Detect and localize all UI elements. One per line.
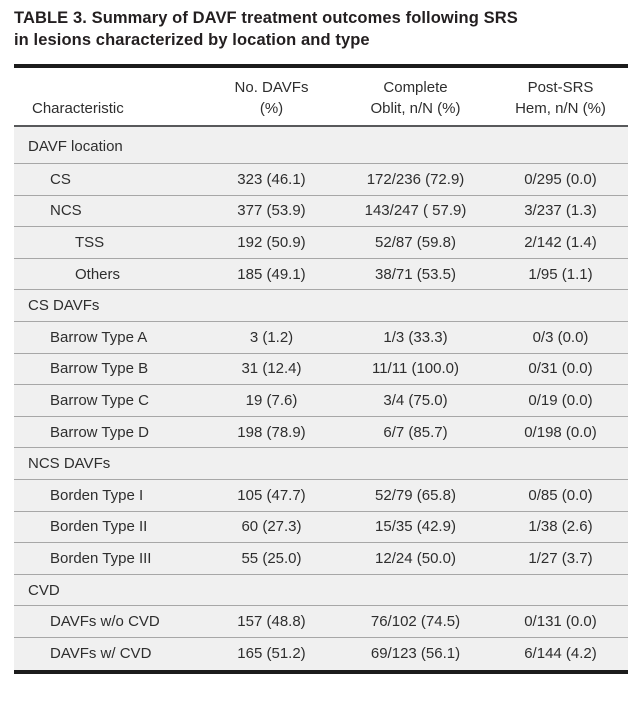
row-label: NCS [50, 202, 82, 220]
post-srs-hem-cell: 1/95 (1.1) [528, 265, 593, 283]
no-davfs-cell: 19 (7.6) [245, 391, 298, 409]
column-header-no-davfs-line2: (%) [259, 100, 284, 117]
table-row: DAVFs w/o CVD 157 (48.8) 76/102 (74.5) 0/13… [14, 606, 628, 638]
row-label: DAVFs w/o CVD [50, 613, 160, 631]
table-row: Barrow Type D 198 (78.9) 6/7 (85.7) 0/198 (… [14, 416, 628, 449]
no-davfs-cell: 157 (48.8) [237, 613, 306, 631]
post-srs-hem-cell: 0/19 (0.0) [528, 391, 593, 409]
table-row: Others 185 (49.1) 38/71 (53.5) 1/95 (1.1) [14, 258, 628, 291]
complete-oblit-cell: 52/79 (65.8) [375, 486, 456, 504]
complete-oblit-cell: 3/4 (75.0) [383, 391, 448, 409]
no-davfs-cell: 377 (53.9) [237, 202, 306, 220]
row-label: Others [75, 265, 121, 283]
no-davfs-cell: 185 (49.1) [237, 265, 306, 283]
no-davfs-cell: 31 (12.4) [241, 360, 302, 378]
row-label: Barrow Type C [50, 391, 149, 409]
post-srs-hem-cell: 0/198 (0.0) [524, 423, 597, 441]
post-srs-hem-cell: 0/3 (0.0) [532, 328, 589, 346]
row-label: Borden Type III [50, 549, 152, 567]
complete-oblit-cell: 143/247 ( 57.9) [364, 202, 467, 220]
post-srs-hem-cell: 1/27 (3.7) [528, 549, 593, 567]
section-header-row: DAVF location [14, 127, 628, 164]
complete-oblit-cell: 76/102 (74.5) [370, 613, 461, 631]
table-row: NCS 377 (53.9) 143/247 ( 57.9) 3/237 (1.3) [14, 195, 628, 228]
complete-oblit-cell: 52/87 (59.8) [375, 233, 456, 251]
table-row: Borden Type III 55 (25.0) 12/24 (50.0) 1/27… [14, 543, 628, 575]
complete-oblit-cell: 12/24 (50.0) [375, 549, 456, 567]
post-srs-hem-cell: 6/144 (4.2) [524, 645, 597, 663]
row-label: DAVFs w/ CVD [50, 645, 152, 663]
post-srs-hem-cell: 2/142 (1.4) [524, 233, 597, 251]
post-srs-hem-cell: 0/31 (0.0) [528, 360, 593, 378]
column-header-complete-oblit: Complete Oblit, n/N (%) [338, 77, 493, 119]
complete-oblit-cell: 11/11 (100.0) [371, 360, 459, 378]
row-label: Barrow Type A [50, 328, 148, 346]
section-header-row: NCS DAVFs [14, 448, 628, 480]
column-header-complete-oblit-line1: Complete [383, 79, 448, 96]
no-davfs-cell: 192 (50.9) [237, 233, 306, 251]
paper-table-figure: TABLE 3. Summary of DAVF treatment outco… [0, 7, 643, 712]
column-header-complete-oblit-line2: Oblit, n/N (%) [370, 100, 461, 117]
table-row: Barrow Type C 19 (7.6) 3/4 (75.0) 0/19 (0.0… [14, 385, 628, 417]
row-label: CS [50, 170, 71, 188]
table-body: DAVF location CS 323 (46.1) 172/236 (72.9) 0… [14, 127, 628, 674]
table-row: Barrow Type B 31 (12.4) 11/11 (100.0) 0/31 … [14, 353, 628, 386]
no-davfs-cell: 3 (1.2) [249, 328, 294, 346]
row-label: Borden Type I [50, 486, 144, 504]
row-label: Borden Type II [50, 518, 148, 536]
no-davfs-cell: 55 (25.0) [241, 549, 302, 567]
table-row: Borden Type I 105 (47.7) 52/79 (65.8) 0/85 … [14, 479, 628, 512]
column-header-characteristic: Characteristic [14, 77, 205, 119]
section-header-row: CVD [14, 574, 628, 607]
row-label: TSS [75, 233, 105, 251]
row-label: Barrow Type B [50, 360, 149, 378]
table-title: TABLE 3. Summary of DAVF treatment outco… [14, 7, 622, 51]
complete-oblit-cell: 15/35 (42.9) [375, 518, 456, 536]
no-davfs-cell: 60 (27.3) [241, 518, 302, 536]
complete-oblit-cell: 1/3 (33.3) [383, 328, 448, 346]
table-title-line2: in lesions characterized by location and… [14, 31, 370, 49]
column-header-post-srs-hem: Post-SRS Hem, n/N (%) [493, 77, 628, 119]
column-header-no-davfs-line1: No. DAVFs [234, 79, 309, 96]
post-srs-hem-cell: 0/85 (0.0) [528, 486, 593, 504]
outcomes-table: Characteristic No. DAVFs (%) Complete Ob… [14, 64, 628, 674]
row-label: DAVF location [28, 138, 123, 155]
row-label: NCS DAVFs [28, 455, 111, 473]
row-label: CVD [28, 581, 60, 599]
no-davfs-cell: 105 (47.7) [237, 486, 306, 504]
column-header-no-davfs: No. DAVFs (%) [205, 77, 338, 119]
complete-oblit-cell: 6/7 (85.7) [383, 423, 448, 441]
table-header-row: Characteristic No. DAVFs (%) Complete Ob… [14, 64, 628, 127]
post-srs-hem-cell: 0/295 (0.0) [524, 170, 597, 188]
table-row: TSS 192 (50.9) 52/87 (59.8) 2/142 (1.4) [14, 227, 628, 259]
no-davfs-cell: 323 (46.1) [237, 170, 306, 188]
table-row: DAVFs w/ CVD 165 (51.2) 69/123 (56.1) 6/144… [14, 637, 628, 670]
table-row: Borden Type II 60 (27.3) 15/35 (42.9) 1/38 … [14, 511, 628, 544]
column-header-characteristic-label: Characteristic [32, 100, 124, 117]
table-row: Barrow Type A 3 (1.2) 1/3 (33.3) 0/3 (0.0) [14, 321, 628, 354]
complete-oblit-cell: 172/236 (72.9) [366, 170, 465, 188]
table-title-line1: TABLE 3. Summary of DAVF treatment outco… [14, 9, 518, 27]
post-srs-hem-cell: 0/131 (0.0) [524, 613, 597, 631]
post-srs-hem-cell: 1/38 (2.6) [528, 518, 593, 536]
row-label: CS DAVFs [28, 297, 100, 315]
column-header-post-srs-hem-line2: Hem, n/N (%) [515, 100, 606, 117]
post-srs-hem-cell: 3/237 (1.3) [524, 202, 597, 220]
section-header-row: CS DAVFs [14, 290, 628, 322]
column-header-post-srs-hem-line1: Post-SRS [527, 79, 594, 96]
table-row: CS 323 (46.1) 172/236 (72.9) 0/295 (0.0) [14, 164, 628, 196]
row-label: Barrow Type D [50, 423, 149, 441]
complete-oblit-cell: 69/123 (56.1) [370, 645, 461, 663]
no-davfs-cell: 198 (78.9) [237, 423, 306, 441]
no-davfs-cell: 165 (51.2) [237, 645, 306, 663]
complete-oblit-cell: 38/71 (53.5) [375, 265, 456, 283]
